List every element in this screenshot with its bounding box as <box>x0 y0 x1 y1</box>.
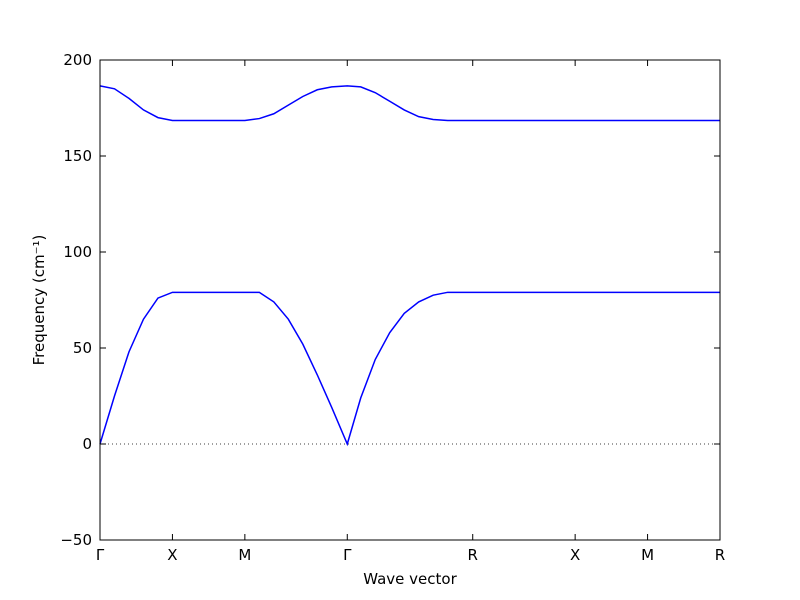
y-tick-label: 150 <box>63 147 92 165</box>
y-axis-label: Frequency (cm⁻¹) <box>30 235 48 366</box>
x-tick-label: M <box>238 546 251 564</box>
x-tick-label: X <box>570 546 580 564</box>
x-axis-label: Wave vector <box>363 570 457 588</box>
band-line <box>99 291 720 447</box>
y-tick-label: 0 <box>82 435 92 453</box>
x-tick-label: R <box>468 546 478 564</box>
plot-frame <box>99 59 721 541</box>
y-tick-label: 50 <box>73 339 92 357</box>
x-tick-label: R <box>715 546 725 564</box>
x-tick-label: Γ <box>343 546 352 564</box>
x-tick-label: X <box>167 546 177 564</box>
y-tick-label: 100 <box>63 243 92 261</box>
y-tick-label: −50 <box>60 531 92 549</box>
x-tick-label: M <box>641 546 654 564</box>
y-tick-label: 200 <box>63 51 92 69</box>
band-line <box>99 85 720 122</box>
x-tick-label: Γ <box>96 546 105 564</box>
